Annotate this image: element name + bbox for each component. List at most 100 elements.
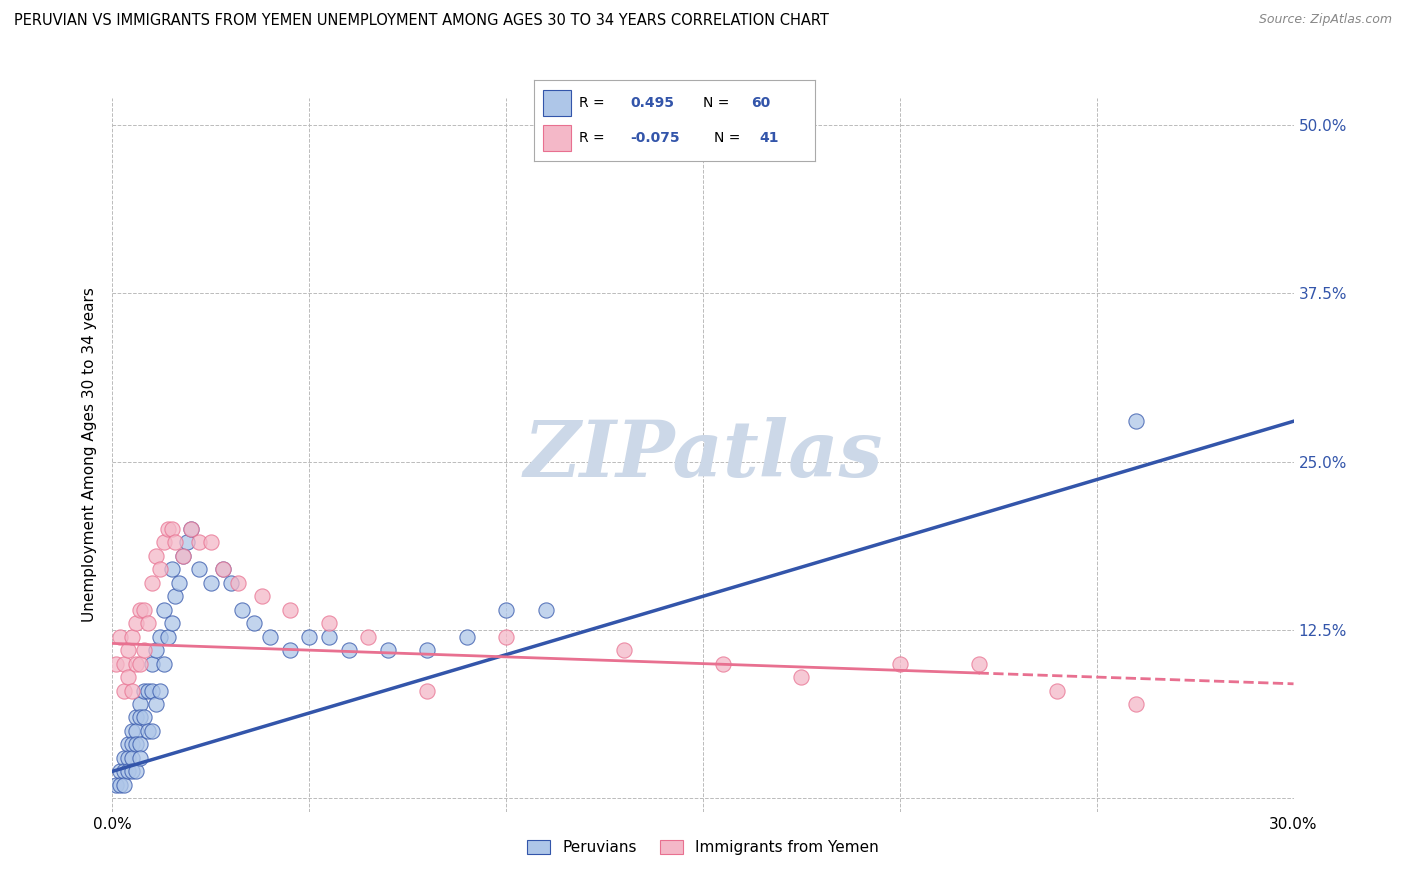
Point	[176, 535, 198, 549]
Point	[121, 751, 143, 765]
Point	[250, 589, 273, 603]
Point	[160, 616, 183, 631]
Point	[121, 723, 143, 738]
Legend: Peruvians, Immigrants from Yemen: Peruvians, Immigrants from Yemen	[522, 834, 884, 861]
Point	[711, 657, 734, 671]
Point	[117, 738, 139, 752]
Point	[456, 630, 478, 644]
Point	[172, 549, 194, 563]
Point	[117, 764, 139, 779]
Point	[416, 683, 439, 698]
Point	[125, 710, 148, 724]
Point	[318, 616, 340, 631]
Point	[152, 535, 174, 549]
Point	[790, 670, 813, 684]
Point	[132, 603, 155, 617]
Point	[112, 778, 135, 792]
Text: R =: R =	[579, 131, 609, 145]
Point	[110, 630, 132, 644]
Point	[129, 710, 152, 724]
Point	[129, 697, 152, 711]
Point	[112, 657, 135, 671]
Point	[125, 723, 148, 738]
Point	[117, 670, 139, 684]
Point	[129, 751, 152, 765]
Point	[141, 683, 163, 698]
Point	[231, 603, 253, 617]
Text: 60: 60	[751, 95, 770, 110]
Point	[337, 643, 360, 657]
Point	[156, 522, 179, 536]
Point	[145, 643, 167, 657]
Point	[125, 764, 148, 779]
Point	[112, 764, 135, 779]
Point	[156, 630, 179, 644]
Point	[121, 630, 143, 644]
Text: 41: 41	[759, 131, 779, 145]
Text: N =: N =	[703, 95, 734, 110]
Point	[165, 535, 187, 549]
Point	[160, 522, 183, 536]
Point	[1125, 697, 1147, 711]
Text: 0.495: 0.495	[630, 95, 673, 110]
Point	[125, 657, 148, 671]
Point	[889, 657, 911, 671]
Point	[117, 643, 139, 657]
Point	[110, 778, 132, 792]
Point	[105, 657, 128, 671]
Point	[165, 589, 187, 603]
Text: R =: R =	[579, 95, 609, 110]
Point	[278, 643, 301, 657]
Point	[152, 603, 174, 617]
Point	[136, 723, 159, 738]
Point	[110, 764, 132, 779]
Point	[105, 778, 128, 792]
Point	[613, 643, 636, 657]
Point	[152, 657, 174, 671]
Point	[121, 683, 143, 698]
Y-axis label: Unemployment Among Ages 30 to 34 years: Unemployment Among Ages 30 to 34 years	[82, 287, 97, 623]
Point	[188, 535, 211, 549]
Point	[141, 657, 163, 671]
Point	[243, 616, 266, 631]
Point	[145, 697, 167, 711]
Point	[1046, 683, 1069, 698]
Point	[211, 562, 233, 576]
Point	[200, 575, 222, 590]
Point	[278, 603, 301, 617]
Point	[495, 630, 517, 644]
Point	[180, 522, 202, 536]
Point	[136, 683, 159, 698]
Text: N =: N =	[714, 131, 745, 145]
Point	[132, 643, 155, 657]
Point	[125, 616, 148, 631]
Point	[149, 562, 172, 576]
Point	[112, 751, 135, 765]
Point	[172, 549, 194, 563]
Point	[129, 657, 152, 671]
Point	[495, 603, 517, 617]
Point	[1125, 414, 1147, 428]
Text: Source: ZipAtlas.com: Source: ZipAtlas.com	[1258, 13, 1392, 27]
Point	[188, 562, 211, 576]
Point	[211, 562, 233, 576]
Point	[219, 575, 242, 590]
Point	[200, 535, 222, 549]
Bar	[543, 90, 571, 116]
Bar	[543, 125, 571, 151]
Text: -0.075: -0.075	[630, 131, 679, 145]
Point	[136, 616, 159, 631]
Point	[613, 145, 636, 159]
Point	[160, 562, 183, 576]
Point	[149, 683, 172, 698]
Point	[377, 643, 399, 657]
Point	[149, 630, 172, 644]
Point	[416, 643, 439, 657]
Point	[121, 764, 143, 779]
Point	[298, 630, 321, 644]
Point	[228, 575, 250, 590]
Point	[259, 630, 281, 644]
Point	[169, 575, 191, 590]
Point	[141, 723, 163, 738]
Point	[967, 657, 990, 671]
